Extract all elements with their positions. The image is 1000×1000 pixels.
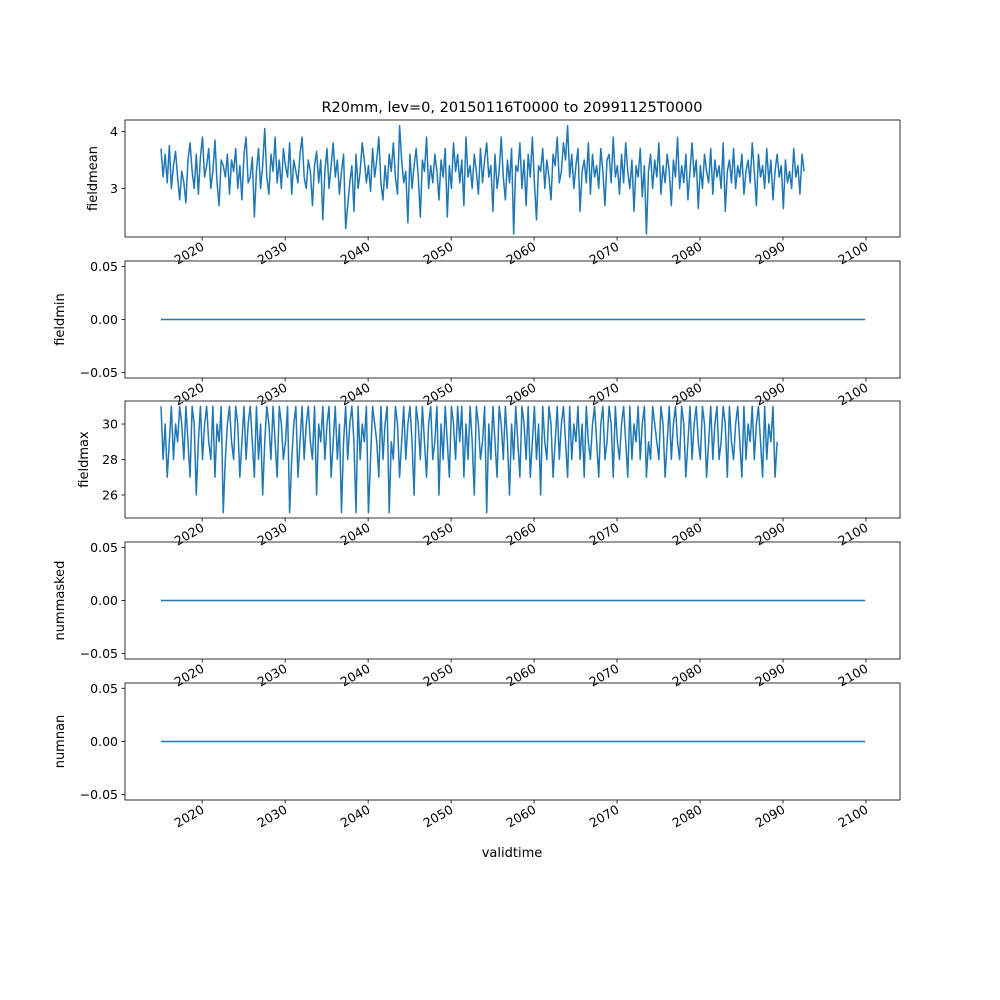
y-axis-label: nummasked (53, 561, 68, 641)
series-line-fieldmax (160, 405, 778, 514)
y-tick-label: 30 (102, 417, 118, 432)
y-tick-label: 26 (102, 487, 118, 502)
y-tick-label: 0.00 (90, 312, 118, 327)
y-axis-label: fieldmean (86, 146, 101, 211)
y-tick-label: 0.00 (90, 734, 118, 749)
y-axis-label: fieldmin (53, 293, 68, 346)
axes-frame (124, 119, 901, 238)
y-tick-label: 0.05 (90, 540, 118, 555)
y-axis-label: fieldmax (77, 431, 92, 488)
y-tick-label: 0.00 (90, 593, 118, 608)
y-tick-label: 4 (110, 124, 118, 139)
y-tick-label: 28 (102, 452, 118, 467)
series-line-fieldmean (160, 124, 805, 235)
y-tick-label: −0.05 (80, 365, 118, 380)
x-axis-label: validtime (482, 846, 543, 861)
y-tick-label: −0.05 (80, 646, 118, 661)
y-tick-label: −0.05 (80, 787, 118, 802)
y-tick-label: 0.05 (90, 259, 118, 274)
y-axis-label: numnan (53, 715, 68, 769)
y-tick-label: 3 (110, 181, 118, 196)
figure-title: R20mm, lev=0, 20150116T0000 to 20991125T… (321, 100, 702, 116)
y-tick-label: 0.05 (90, 681, 118, 696)
